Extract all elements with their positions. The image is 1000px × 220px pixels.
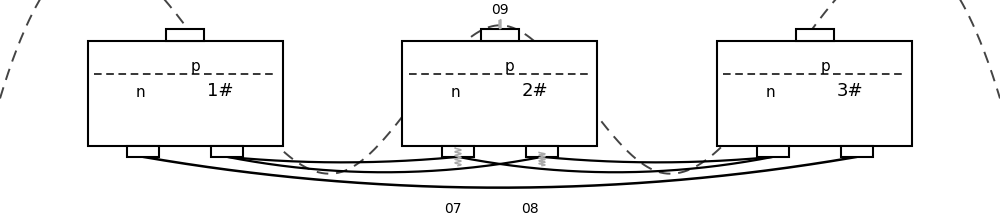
Bar (796, 29, 834, 41)
Bar (442, 146, 474, 157)
Text: p: p (820, 59, 830, 74)
Text: n: n (135, 85, 145, 100)
Text: 1#: 1# (207, 82, 233, 100)
Text: n: n (450, 85, 460, 100)
Text: 2#: 2# (522, 82, 548, 100)
Bar (402, 41, 597, 146)
Bar (841, 146, 873, 157)
Text: p: p (190, 59, 200, 74)
Bar (481, 29, 519, 41)
Text: n: n (765, 85, 775, 100)
Bar (88, 41, 283, 146)
Text: 09: 09 (491, 3, 509, 17)
Text: p: p (505, 59, 515, 74)
Text: 07: 07 (444, 202, 462, 216)
Bar (127, 146, 159, 157)
Bar (211, 146, 243, 157)
Bar (166, 29, 204, 41)
Text: 3#: 3# (837, 82, 863, 100)
Bar (717, 41, 912, 146)
Text: 08: 08 (521, 202, 539, 216)
Bar (757, 146, 789, 157)
Bar (526, 146, 558, 157)
